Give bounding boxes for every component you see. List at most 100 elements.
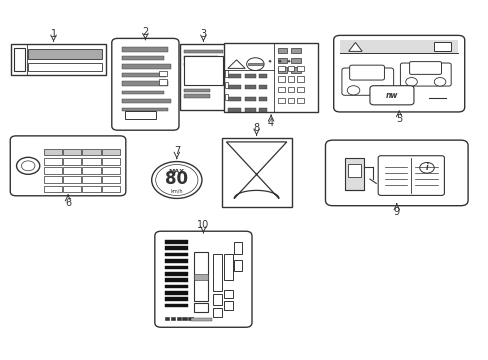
Bar (164, 291, 188, 295)
Bar (164, 278, 188, 282)
Bar (63, 158, 81, 165)
Bar (233, 260, 242, 271)
Bar (258, 85, 267, 89)
Bar (221, 138, 291, 207)
Bar (258, 74, 267, 78)
Bar (164, 253, 188, 256)
Bar (213, 294, 222, 305)
Bar (43, 186, 62, 192)
Bar (258, 96, 267, 101)
Bar (291, 67, 301, 73)
Bar (176, 317, 181, 320)
Bar (291, 58, 301, 63)
Bar (297, 98, 304, 103)
Bar (184, 50, 223, 53)
Bar (164, 240, 188, 244)
Bar (159, 79, 167, 85)
Bar (11, 44, 105, 75)
Text: 3: 3 (200, 29, 206, 39)
Bar (63, 186, 81, 192)
Bar (227, 74, 241, 78)
Bar (182, 317, 186, 320)
Bar (277, 66, 285, 71)
Bar (190, 318, 211, 321)
FancyBboxPatch shape (333, 35, 464, 112)
FancyBboxPatch shape (377, 156, 444, 195)
Bar (277, 58, 287, 63)
Bar (43, 176, 62, 183)
Bar (297, 87, 304, 92)
Bar (227, 85, 241, 89)
Text: 6: 6 (65, 198, 71, 208)
Bar (244, 96, 255, 101)
Text: 1: 1 (50, 29, 57, 39)
Bar (288, 98, 294, 103)
Bar (63, 167, 81, 174)
Bar (297, 66, 304, 71)
Bar (244, 74, 255, 78)
Polygon shape (348, 42, 362, 51)
Bar (63, 149, 81, 155)
Bar (43, 167, 62, 174)
Bar (82, 158, 101, 165)
Bar (82, 167, 101, 174)
Text: 80: 80 (165, 170, 188, 188)
Bar (291, 48, 301, 53)
Circle shape (346, 86, 359, 95)
Bar (122, 46, 168, 51)
Text: 2: 2 (142, 27, 148, 37)
Text: 9: 9 (393, 207, 399, 217)
Bar (227, 108, 241, 112)
Bar (170, 317, 175, 320)
Bar (233, 242, 242, 253)
Bar (288, 87, 294, 92)
FancyBboxPatch shape (400, 63, 450, 86)
Bar (184, 89, 209, 92)
Bar (122, 73, 165, 77)
Bar (297, 76, 304, 82)
Text: km/h: km/h (170, 188, 183, 193)
Bar (122, 56, 163, 60)
Bar (194, 303, 207, 312)
Text: 10: 10 (197, 220, 209, 230)
Bar (102, 158, 120, 165)
Bar (184, 63, 213, 66)
Circle shape (246, 58, 264, 71)
Circle shape (433, 77, 445, 86)
Circle shape (17, 157, 40, 174)
Text: ✦: ✦ (277, 59, 281, 64)
FancyBboxPatch shape (349, 65, 384, 80)
Bar (194, 274, 207, 280)
Bar (225, 70, 228, 77)
Bar (82, 149, 101, 155)
Bar (164, 285, 188, 288)
Bar (102, 167, 120, 174)
Bar (188, 317, 192, 320)
Bar (164, 266, 188, 269)
Bar (433, 42, 450, 51)
FancyBboxPatch shape (409, 62, 441, 75)
Text: i: i (425, 163, 427, 172)
Bar (63, 176, 81, 183)
Circle shape (155, 165, 198, 195)
Bar (122, 64, 170, 68)
Bar (14, 48, 25, 71)
Bar (277, 67, 287, 73)
Bar (225, 94, 228, 100)
FancyBboxPatch shape (10, 136, 125, 196)
Text: ✦: ✦ (286, 59, 291, 64)
Bar (288, 76, 294, 82)
Bar (180, 44, 226, 110)
Bar (225, 82, 228, 88)
Bar (184, 94, 209, 98)
Bar (122, 108, 168, 111)
Text: nw: nw (385, 91, 397, 100)
Bar (164, 247, 188, 250)
Text: 7: 7 (173, 146, 180, 156)
FancyBboxPatch shape (369, 86, 413, 105)
Bar (277, 87, 285, 92)
Bar (224, 301, 232, 310)
Bar (164, 259, 188, 263)
Circle shape (375, 86, 387, 95)
Text: ✦: ✦ (267, 59, 271, 64)
